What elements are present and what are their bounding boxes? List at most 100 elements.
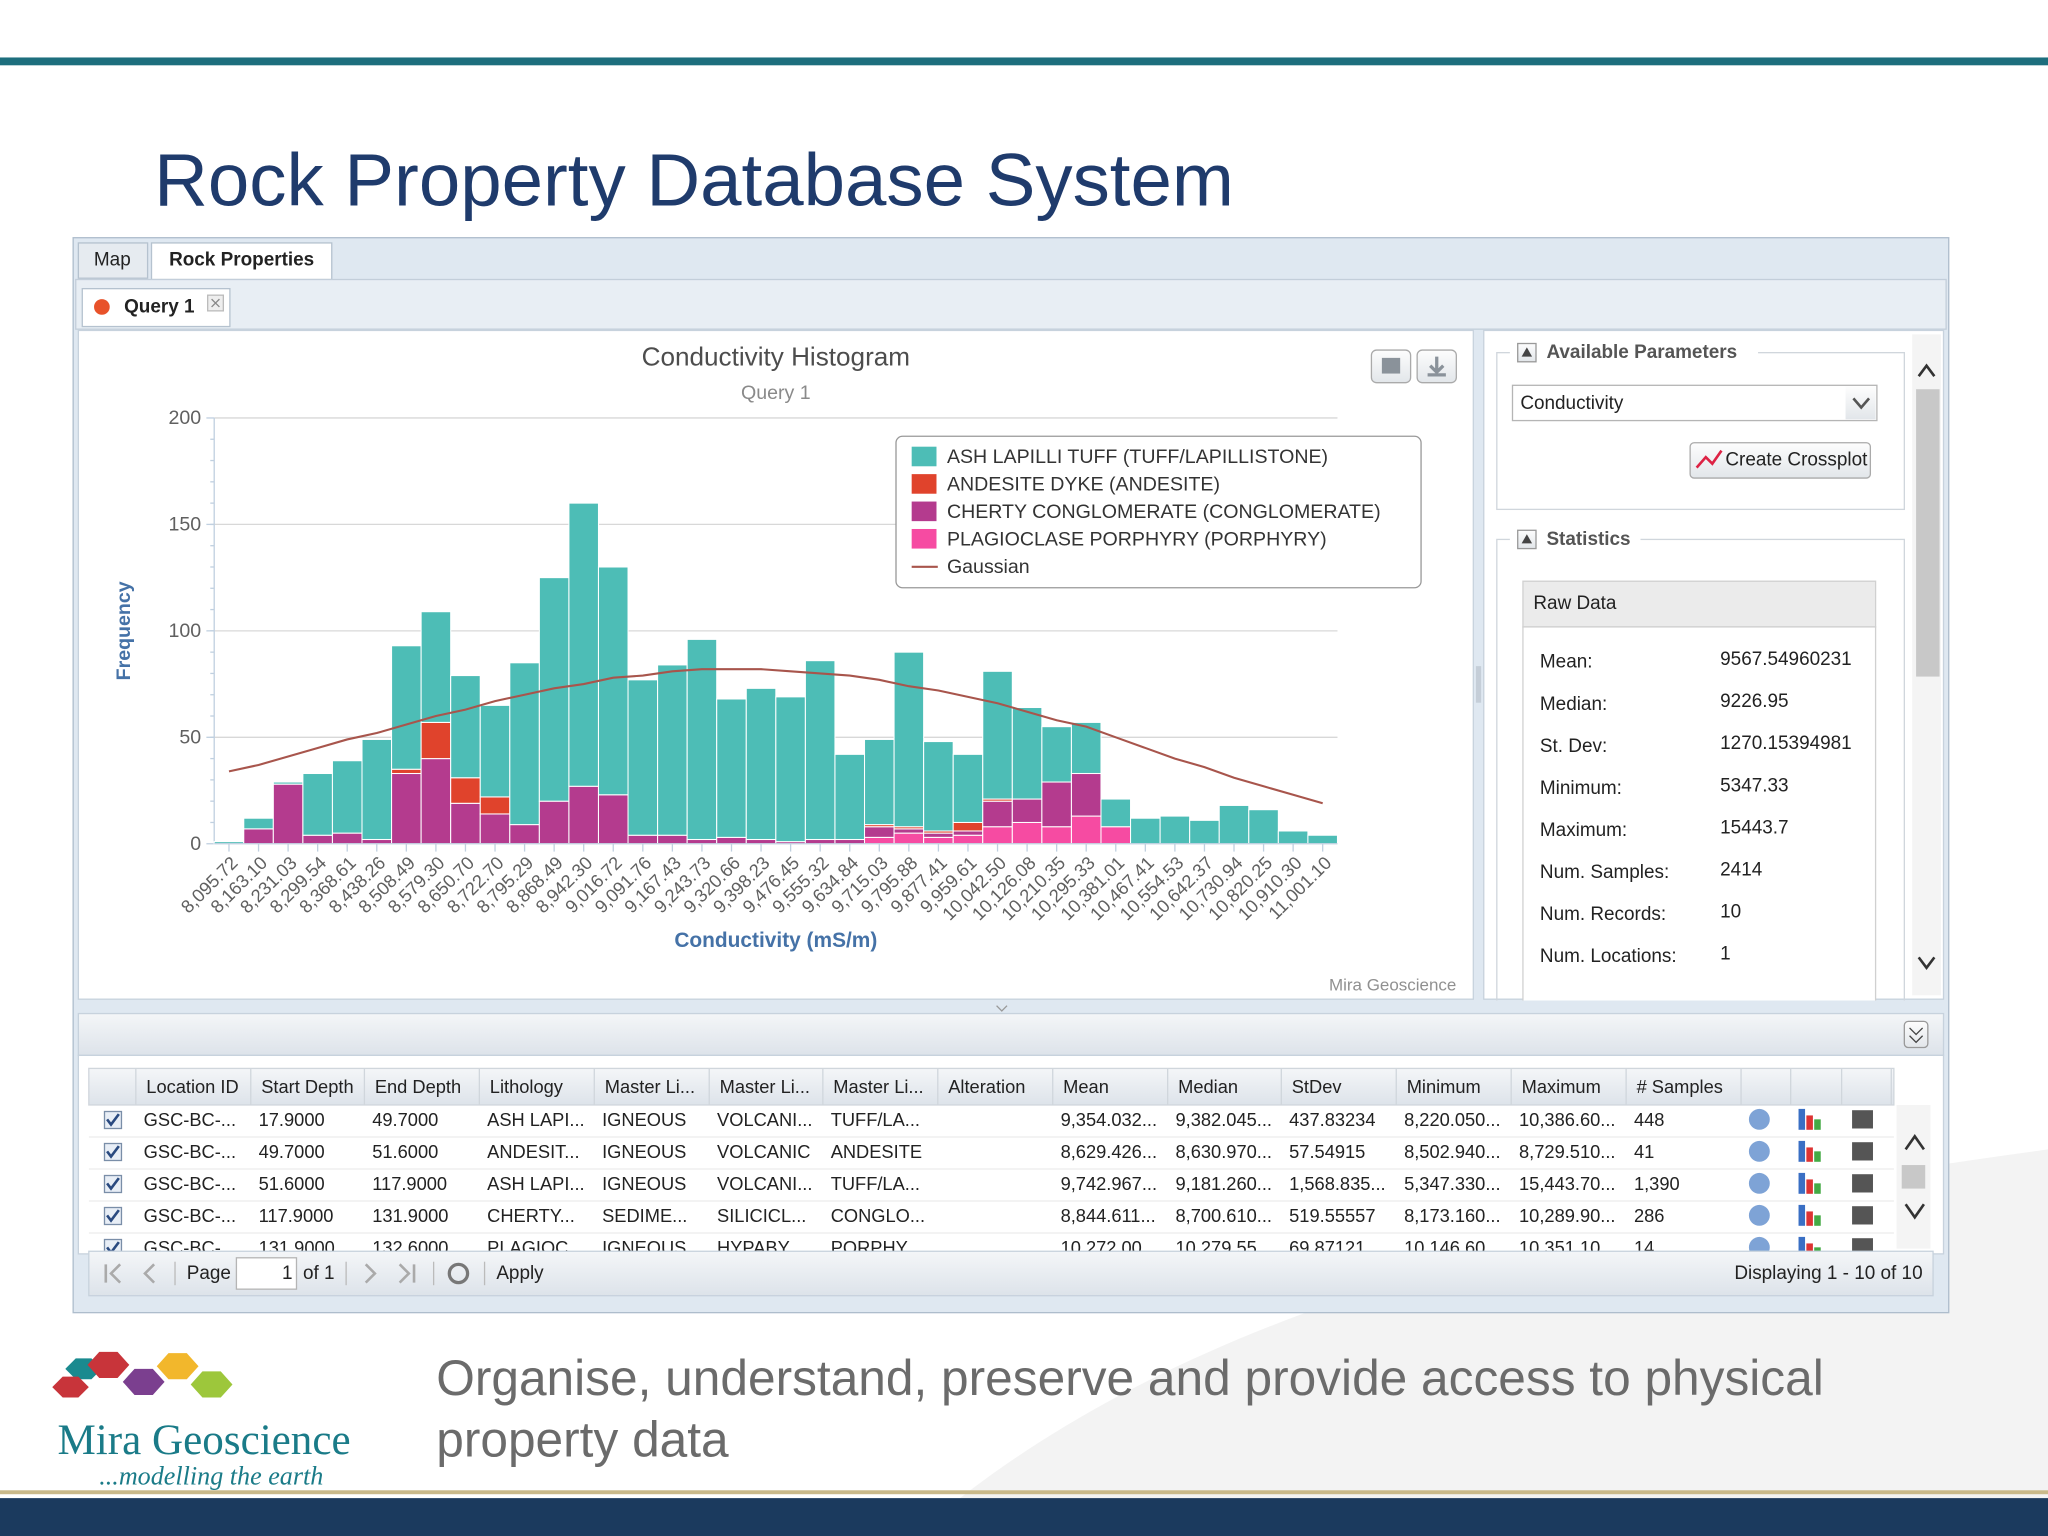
cell: 8,629.426...	[1061, 1141, 1157, 1162]
grid-scroll-up[interactable]	[1904, 1134, 1925, 1151]
query-icon	[94, 299, 110, 315]
dropdown-trigger[interactable]	[1845, 386, 1876, 420]
bar-segment	[302, 772, 333, 836]
cell: 10,351.10...	[1519, 1237, 1615, 1258]
cell: 9,742.967...	[1061, 1173, 1157, 1194]
page-input-value: 1	[282, 1263, 293, 1284]
chart-icon-bar	[1814, 1247, 1821, 1252]
column-header: Master Li...	[833, 1076, 923, 1097]
tab[interactable]	[77, 242, 149, 279]
cell: 9,354.032...	[1061, 1109, 1157, 1130]
legend-label: CHERTY CONGLOMERATE (CONGLOMERATE)	[947, 501, 1381, 523]
info-icon[interactable]	[1748, 1204, 1770, 1226]
row-checkbox[interactable]	[103, 1238, 123, 1257]
dropdown-arrow	[1852, 397, 1871, 410]
cell: 131.9000	[372, 1205, 448, 1226]
stats-body	[1522, 626, 1877, 1007]
bar-segment	[450, 802, 481, 845]
stat-label: St. Dev:	[1540, 736, 1607, 757]
grid-scroll-down[interactable]	[1904, 1203, 1925, 1220]
bar-segment	[627, 679, 659, 836]
bar-segment	[479, 796, 511, 815]
chart-icon[interactable]	[1798, 1108, 1806, 1130]
stats-header	[1522, 580, 1877, 628]
hex	[156, 1353, 199, 1380]
chart-icon[interactable]	[1798, 1236, 1806, 1258]
table-icon[interactable]	[1852, 1174, 1873, 1193]
bar-segment	[1041, 826, 1072, 845]
cell: 437.83234	[1289, 1109, 1375, 1130]
bar-segment	[331, 832, 363, 845]
info-icon[interactable]	[1748, 1236, 1770, 1258]
grid-scroll-thumb[interactable]	[1901, 1165, 1926, 1189]
cell: 51.6000	[259, 1173, 325, 1194]
cell: CHERTY...	[487, 1205, 575, 1226]
bar-segment	[1070, 815, 1102, 845]
pager	[88, 1250, 1934, 1297]
bar-segment	[716, 698, 747, 838]
close-x	[211, 298, 220, 308]
table-icon[interactable]	[1852, 1110, 1873, 1129]
bar-segment	[1159, 815, 1191, 845]
refresh-button[interactable]	[447, 1262, 470, 1285]
stat-label: Minimum:	[1540, 778, 1622, 799]
cell: 14	[1634, 1237, 1654, 1258]
cell: 8,220.050...	[1404, 1109, 1500, 1130]
column-header: Start Depth	[261, 1076, 353, 1097]
stat-label: Num. Records:	[1540, 904, 1666, 925]
cell: PORPHY...	[831, 1237, 921, 1258]
table-icon[interactable]	[1852, 1142, 1873, 1161]
chart-icon[interactable]	[1798, 1204, 1806, 1226]
stat-value: 5347.33	[1720, 775, 1788, 796]
chart-icon[interactable]	[1798, 1172, 1806, 1194]
splitter[interactable]	[78, 1000, 1944, 1014]
info-icon[interactable]	[1748, 1140, 1770, 1162]
bar-segment	[923, 832, 954, 838]
bar-segment	[1307, 834, 1338, 845]
apply-button[interactable]: Apply	[496, 1263, 544, 1284]
bar-segment	[657, 834, 688, 845]
cell: 9,181.260...	[1176, 1173, 1272, 1194]
dropdown[interactable]	[1511, 384, 1878, 422]
bar-segment	[243, 828, 274, 845]
crossplot-button[interactable]	[1689, 442, 1872, 479]
scroll-up[interactable]	[1917, 363, 1936, 377]
bar-segment	[863, 738, 895, 826]
bar-segment	[272, 783, 304, 845]
stat-value: 9226.95	[1720, 691, 1788, 712]
pager-first-prev[interactable]	[104, 1263, 156, 1284]
cell: 10,386.60...	[1519, 1109, 1615, 1130]
scroll-thumb[interactable]	[1916, 389, 1940, 677]
bar-segment	[627, 834, 659, 845]
page-input[interactable]	[235, 1257, 298, 1290]
bar-segment	[952, 834, 984, 845]
column-header: Median	[1178, 1076, 1238, 1097]
grid-toolbar	[77, 1012, 1945, 1056]
cell: VOLCANIC	[717, 1141, 810, 1162]
tagline: property data	[436, 1411, 729, 1467]
splitter-handle[interactable]	[1475, 666, 1482, 703]
bar-segment	[1011, 706, 1043, 800]
cell: 41	[1634, 1141, 1654, 1162]
bar-segment	[923, 836, 954, 845]
y-tick-label: 150	[168, 513, 201, 535]
splitter-arrow	[996, 1005, 1008, 1012]
tab-active[interactable]	[150, 242, 333, 281]
cell: 5,347.330...	[1404, 1173, 1500, 1194]
table-icon[interactable]	[1852, 1238, 1873, 1256]
bottom-rule	[0, 1490, 2048, 1495]
cell: 117.9000	[259, 1205, 334, 1226]
cell: 51.6000	[372, 1141, 438, 1162]
table-icon[interactable]	[1852, 1206, 1873, 1225]
bar-segment	[272, 781, 304, 785]
bar-segment	[804, 660, 836, 841]
info-icon[interactable]	[1748, 1172, 1770, 1194]
info-icon[interactable]	[1748, 1108, 1770, 1130]
scroll-down[interactable]	[1917, 956, 1936, 971]
pager-next-last[interactable]	[364, 1263, 416, 1284]
chart-icon-bar	[1806, 1179, 1813, 1194]
bar-segment	[1100, 798, 1132, 828]
chart-icon[interactable]	[1798, 1140, 1806, 1162]
column-header: Maximum	[1522, 1076, 1601, 1097]
